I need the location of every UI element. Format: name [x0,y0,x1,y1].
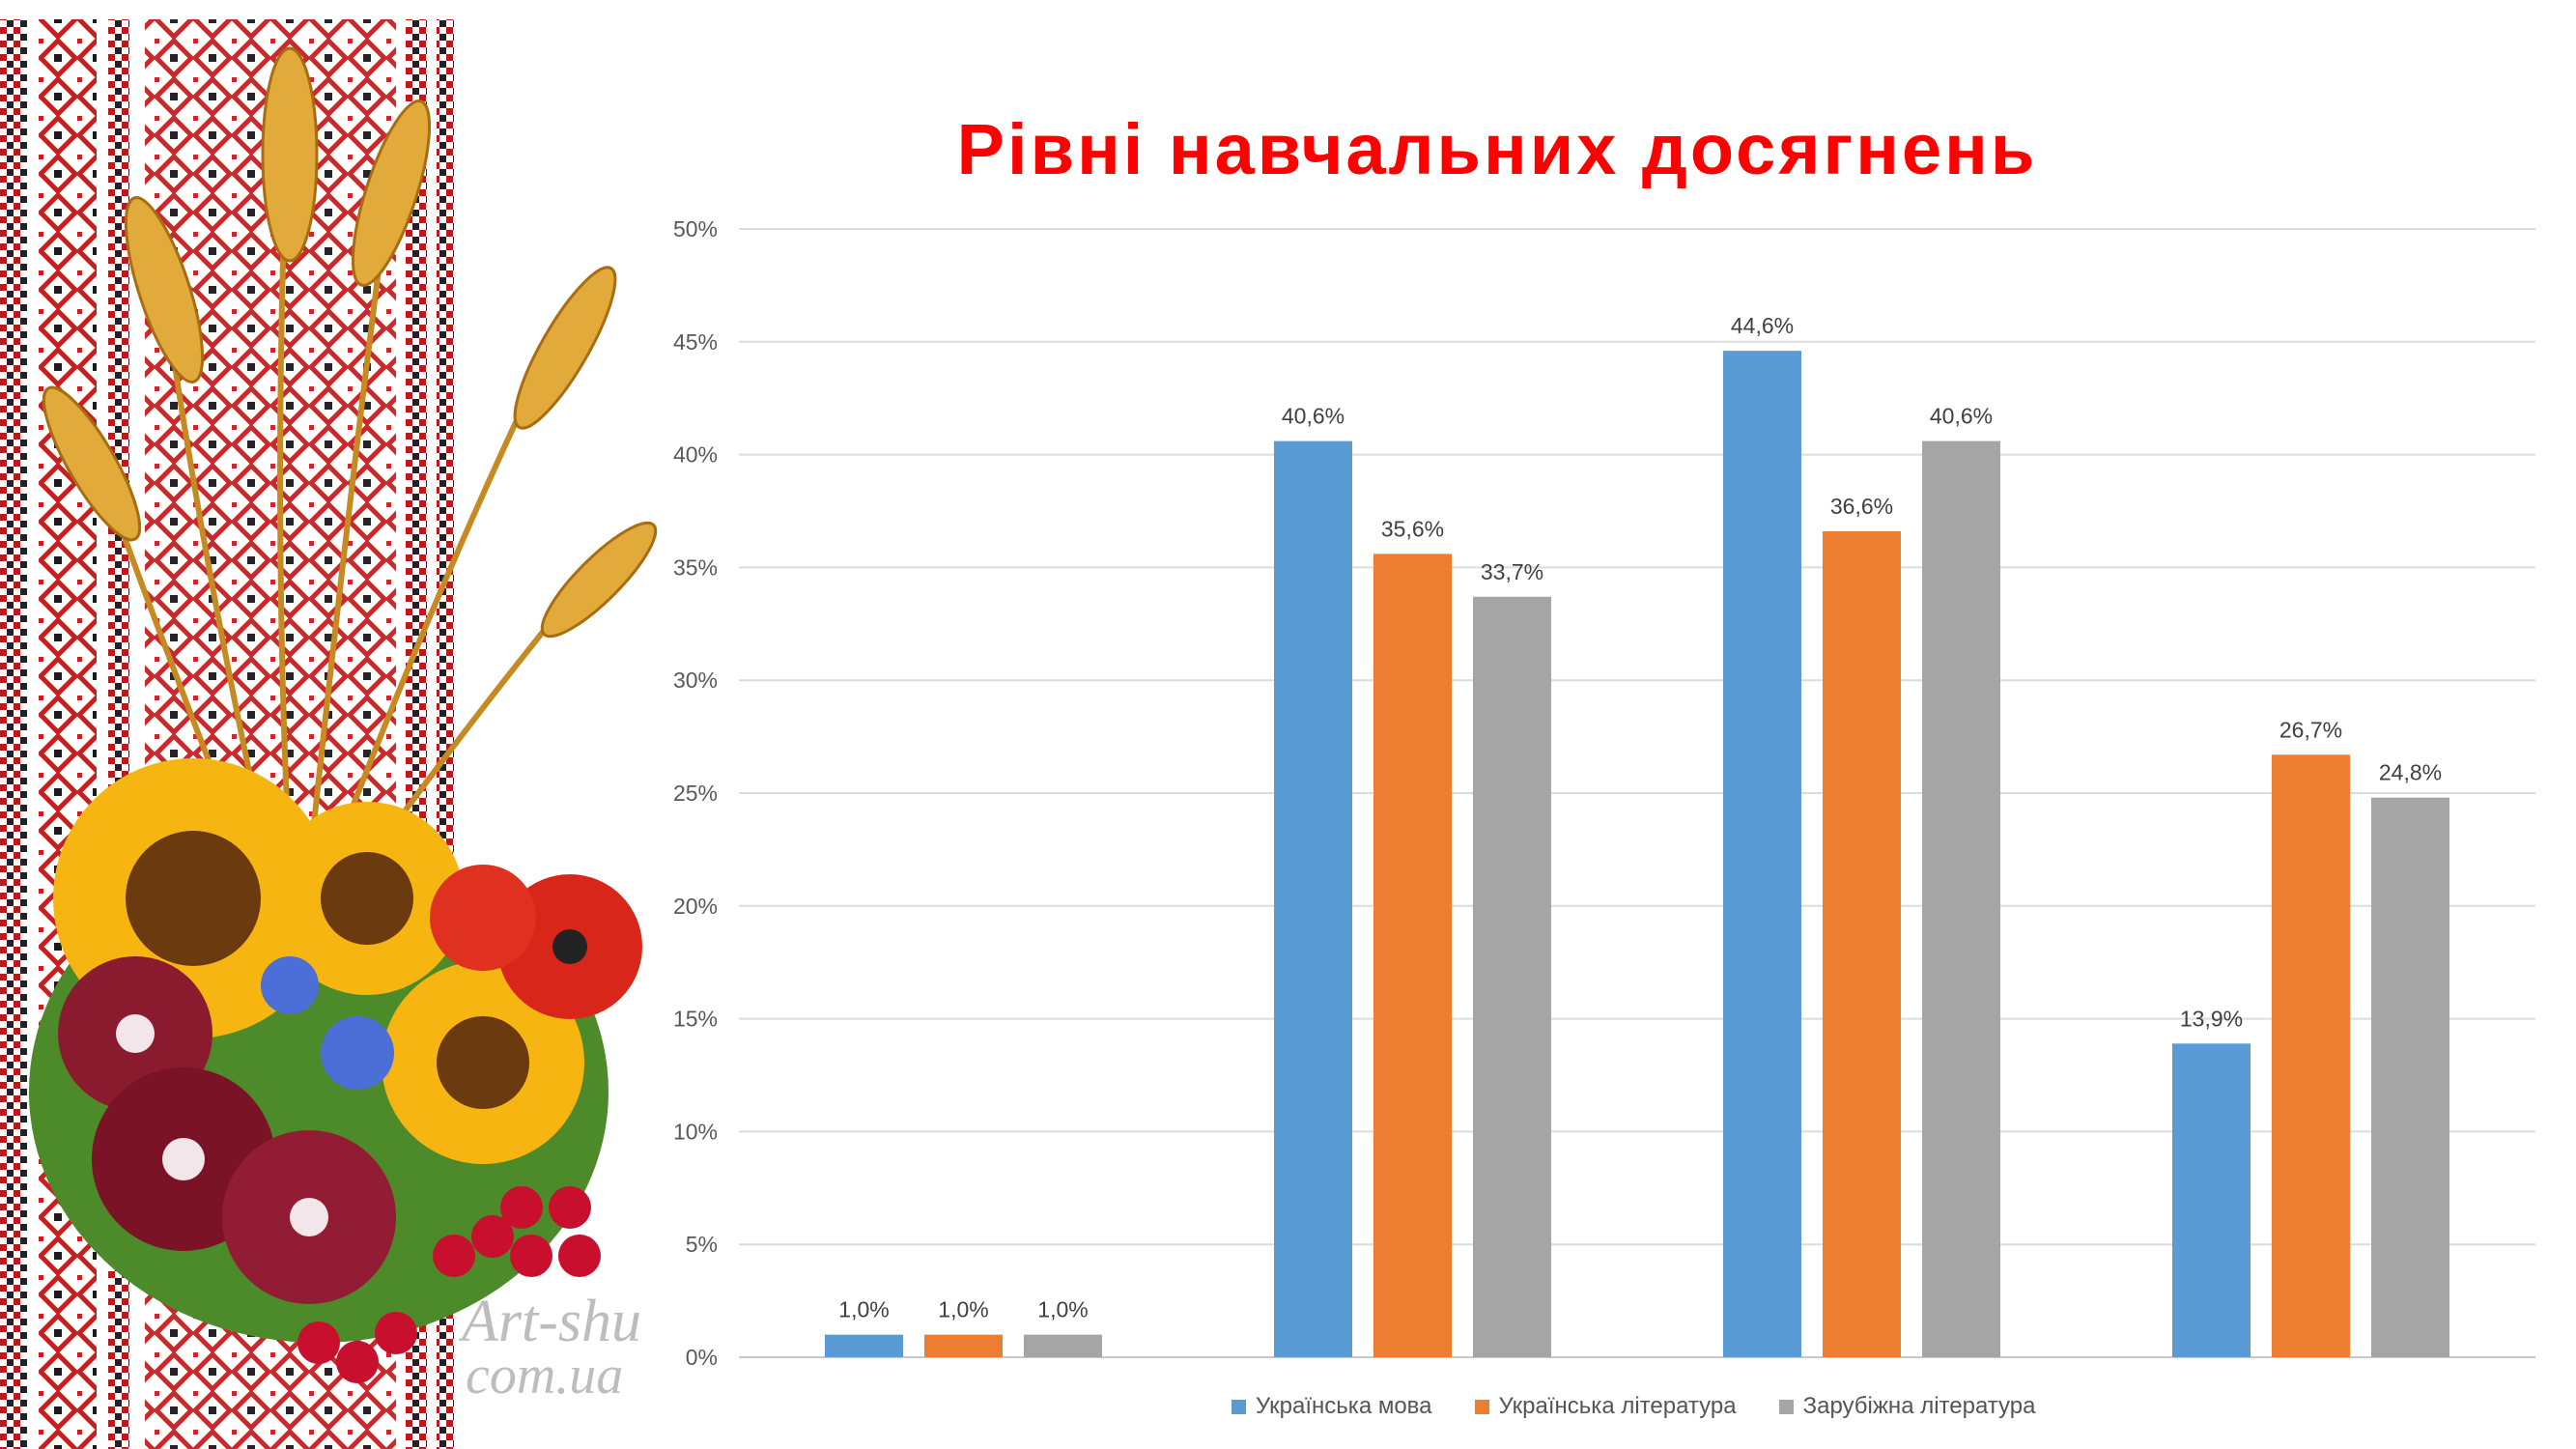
legend-item: Українська мова [1231,1393,1432,1420]
y-axis-tick-labels: 0% 5% 10% 15% 20% 25% 30% 35% 40% 45% 50% [673,216,718,1370]
watermark-line1: Art-shu [462,1289,641,1354]
sunflower-icon [53,758,584,1164]
data-label: 1,0% [938,1297,988,1322]
legend-label: Українська мова [1256,1393,1432,1419]
bar [1024,1334,1102,1357]
data-label: 40,6% [1282,404,1345,429]
bar [1823,531,1901,1357]
flower-bouquet [29,758,642,1383]
y-tick-label: 35% [673,554,718,580]
legend-label: Зарубіжна література [1802,1393,2036,1419]
legend-swatch [1474,1399,1489,1414]
bar [1274,440,1352,1358]
bar [924,1334,1003,1357]
bar [1723,351,1801,1357]
bar [1473,596,1551,1357]
bar [825,1334,903,1357]
data-label: 1,0% [838,1297,889,1322]
y-tick-label: 50% [673,216,718,242]
data-label: 13,9% [2180,1006,2243,1031]
y-tick-label: 10% [673,1119,718,1144]
y-tick-label: 25% [673,781,718,806]
y-tick-label: 30% [673,668,718,693]
data-label: 33,7% [1481,559,1543,584]
bar [2172,1043,2250,1357]
data-labels: 1,0% 1,0% 1,0% 40,6% 35,6% 33,7% 44,6% 36,6% 40,… [838,313,2442,1321]
cornflower-icon [261,956,394,1090]
watermark-line2: com.ua [466,1346,624,1406]
bar [1373,554,1452,1357]
legend-item: Зарубіжна література [1778,1393,2036,1420]
data-label: 36,6% [1830,494,1893,519]
legend-item: Українська література [1474,1393,1737,1420]
bar [2272,754,2350,1357]
mallow-flower-icon [58,956,396,1304]
y-tick-label: 20% [673,894,718,919]
viburnum-berries-icon [297,1186,601,1383]
legend-label: Українська література [1498,1393,1737,1419]
data-label: 44,6% [1731,313,1794,338]
bars [825,351,2449,1358]
legend-swatch [1231,1399,1246,1414]
data-label: 35,6% [1381,516,1444,541]
bar [2371,797,2449,1357]
chart-title: Рівні навчальних досягнень [956,109,2038,189]
y-tick-label: 0% [686,1345,718,1370]
poppy-icon [430,865,642,1019]
data-label: 1,0% [1037,1297,1088,1322]
watermark-text: Art-shu com.ua [462,1292,684,1406]
data-label: 24,8% [2379,760,2442,785]
legend-swatch [1778,1399,1794,1414]
y-tick-label: 15% [673,1007,718,1032]
y-tick-label: 40% [673,442,718,468]
gridlines [739,228,2535,1358]
decorative-border-illustration [0,19,658,1449]
y-tick-label: 5% [686,1232,718,1257]
bar [1922,440,2000,1358]
wheat-icon [42,46,658,891]
y-tick-label: 45% [673,329,718,355]
chart-legend: Українська мова Українська література Зару… [1231,1393,2035,1420]
data-label: 40,6% [1930,404,1993,429]
data-label: 26,7% [2279,717,2342,742]
